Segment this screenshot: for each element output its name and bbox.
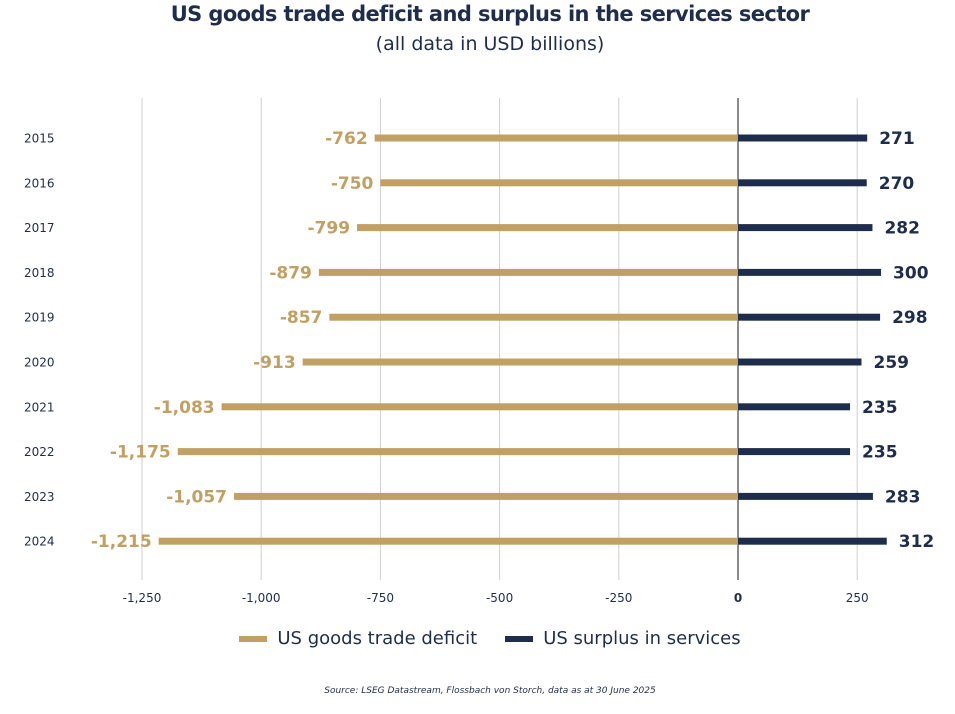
- category-label: 2021: [24, 400, 55, 414]
- x-tick-label: -1,000: [242, 591, 281, 605]
- bar-services-surplus: [738, 492, 873, 500]
- bar-services-surplus: [738, 224, 873, 232]
- legend: US goods trade deficit US surplus in ser…: [0, 628, 955, 649]
- category-label: 2017: [24, 221, 55, 235]
- chart-title: US goods trade deficit and surplus in th…: [170, 2, 810, 26]
- bar-goods-deficit: [357, 224, 738, 232]
- gridlines: [141, 98, 858, 580]
- bar-services-surplus: [738, 537, 887, 545]
- value-label-goods-deficit: -1,057: [166, 487, 227, 507]
- x-tick-label: 0: [734, 591, 742, 605]
- value-label-services-surplus: 300: [893, 263, 929, 283]
- category-label: 2020: [24, 356, 55, 370]
- chart-subtitle: (all data in USD billions): [375, 33, 605, 55]
- bar-goods-deficit: [302, 358, 738, 366]
- bar-services-surplus: [738, 268, 882, 276]
- category-label: 2015: [24, 132, 55, 146]
- bar-goods-deficit: [329, 313, 738, 321]
- value-label-goods-deficit: -857: [280, 308, 323, 328]
- legend-item-goods-deficit: US goods trade deficit: [239, 628, 477, 649]
- value-label-services-surplus: 270: [879, 174, 915, 194]
- category-label: 2018: [24, 266, 55, 280]
- value-label-services-surplus: 298: [892, 308, 928, 328]
- bar-goods-deficit: [221, 403, 738, 411]
- x-tick-label: 250: [846, 591, 869, 605]
- value-label-goods-deficit: -799: [307, 219, 350, 239]
- bar-services-surplus: [738, 448, 851, 456]
- value-label-goods-deficit: -1,215: [91, 532, 152, 552]
- legend-swatch-goods-deficit: [239, 635, 268, 642]
- x-axis-ticks: -1,250 -1,000 -750 -500 -250 0 250: [123, 591, 869, 605]
- x-tick-label: -1,250: [123, 591, 162, 605]
- value-label-goods-deficit: -762: [325, 129, 368, 149]
- value-label-goods-deficit: -1,175: [110, 443, 171, 463]
- bar-goods-deficit: [158, 537, 739, 545]
- legend-label-goods-deficit: US goods trade deficit: [277, 628, 478, 649]
- source-note: Source: LSEG Datastream, Flossbach von S…: [324, 686, 656, 696]
- value-label-goods-deficit: -879: [269, 263, 312, 283]
- value-label-goods-deficit: -750: [331, 174, 374, 194]
- bar-goods-deficit: [318, 268, 738, 276]
- value-label-services-surplus: 259: [873, 353, 909, 373]
- value-label-services-surplus: 282: [884, 219, 920, 239]
- x-tick-label: -750: [367, 591, 394, 605]
- bar-services-surplus: [738, 358, 862, 366]
- bar-services-surplus: [738, 179, 867, 187]
- bar-services-surplus: [738, 313, 881, 321]
- category-labels: 2015 2016 2017 2018 2019 2020 2021 2022 2023 2024: [24, 132, 55, 549]
- x-tick-label: -250: [605, 591, 632, 605]
- value-label-services-surplus: 271: [879, 129, 915, 149]
- value-label-services-surplus: 235: [862, 398, 898, 418]
- bar-goods-deficit: [380, 179, 738, 187]
- value-label-goods-deficit: -1,083: [154, 398, 215, 418]
- x-tick-label: -500: [486, 591, 513, 605]
- bar-services-surplus: [738, 134, 868, 142]
- legend-swatch-services-surplus: [505, 635, 534, 642]
- bar-goods-deficit: [177, 448, 738, 456]
- value-label-services-surplus: 283: [885, 487, 921, 507]
- category-label: 2016: [24, 176, 55, 190]
- value-label-services-surplus: 312: [899, 532, 935, 552]
- bars: [158, 134, 887, 545]
- bar-goods-deficit: [374, 134, 738, 142]
- category-label: 2024: [24, 535, 55, 549]
- legend-label-services-surplus: US surplus in services: [543, 628, 741, 649]
- category-label: 2022: [24, 445, 55, 459]
- bar-chart: -762 271 -750 270 -799 282 -879 300 -857 298 -913 2…: [24, 98, 934, 605]
- value-label-services-surplus: 235: [862, 443, 898, 463]
- bar-services-surplus: [738, 403, 851, 411]
- category-label: 2023: [24, 490, 55, 504]
- category-label: 2019: [24, 311, 55, 325]
- bar-goods-deficit: [234, 492, 738, 500]
- legend-item-services-surplus: US surplus in services: [505, 628, 741, 649]
- value-label-goods-deficit: -913: [253, 353, 296, 373]
- value-labels: -762 271 -750 270 -799 282 -879 300 -857 298 -913 2…: [91, 129, 934, 552]
